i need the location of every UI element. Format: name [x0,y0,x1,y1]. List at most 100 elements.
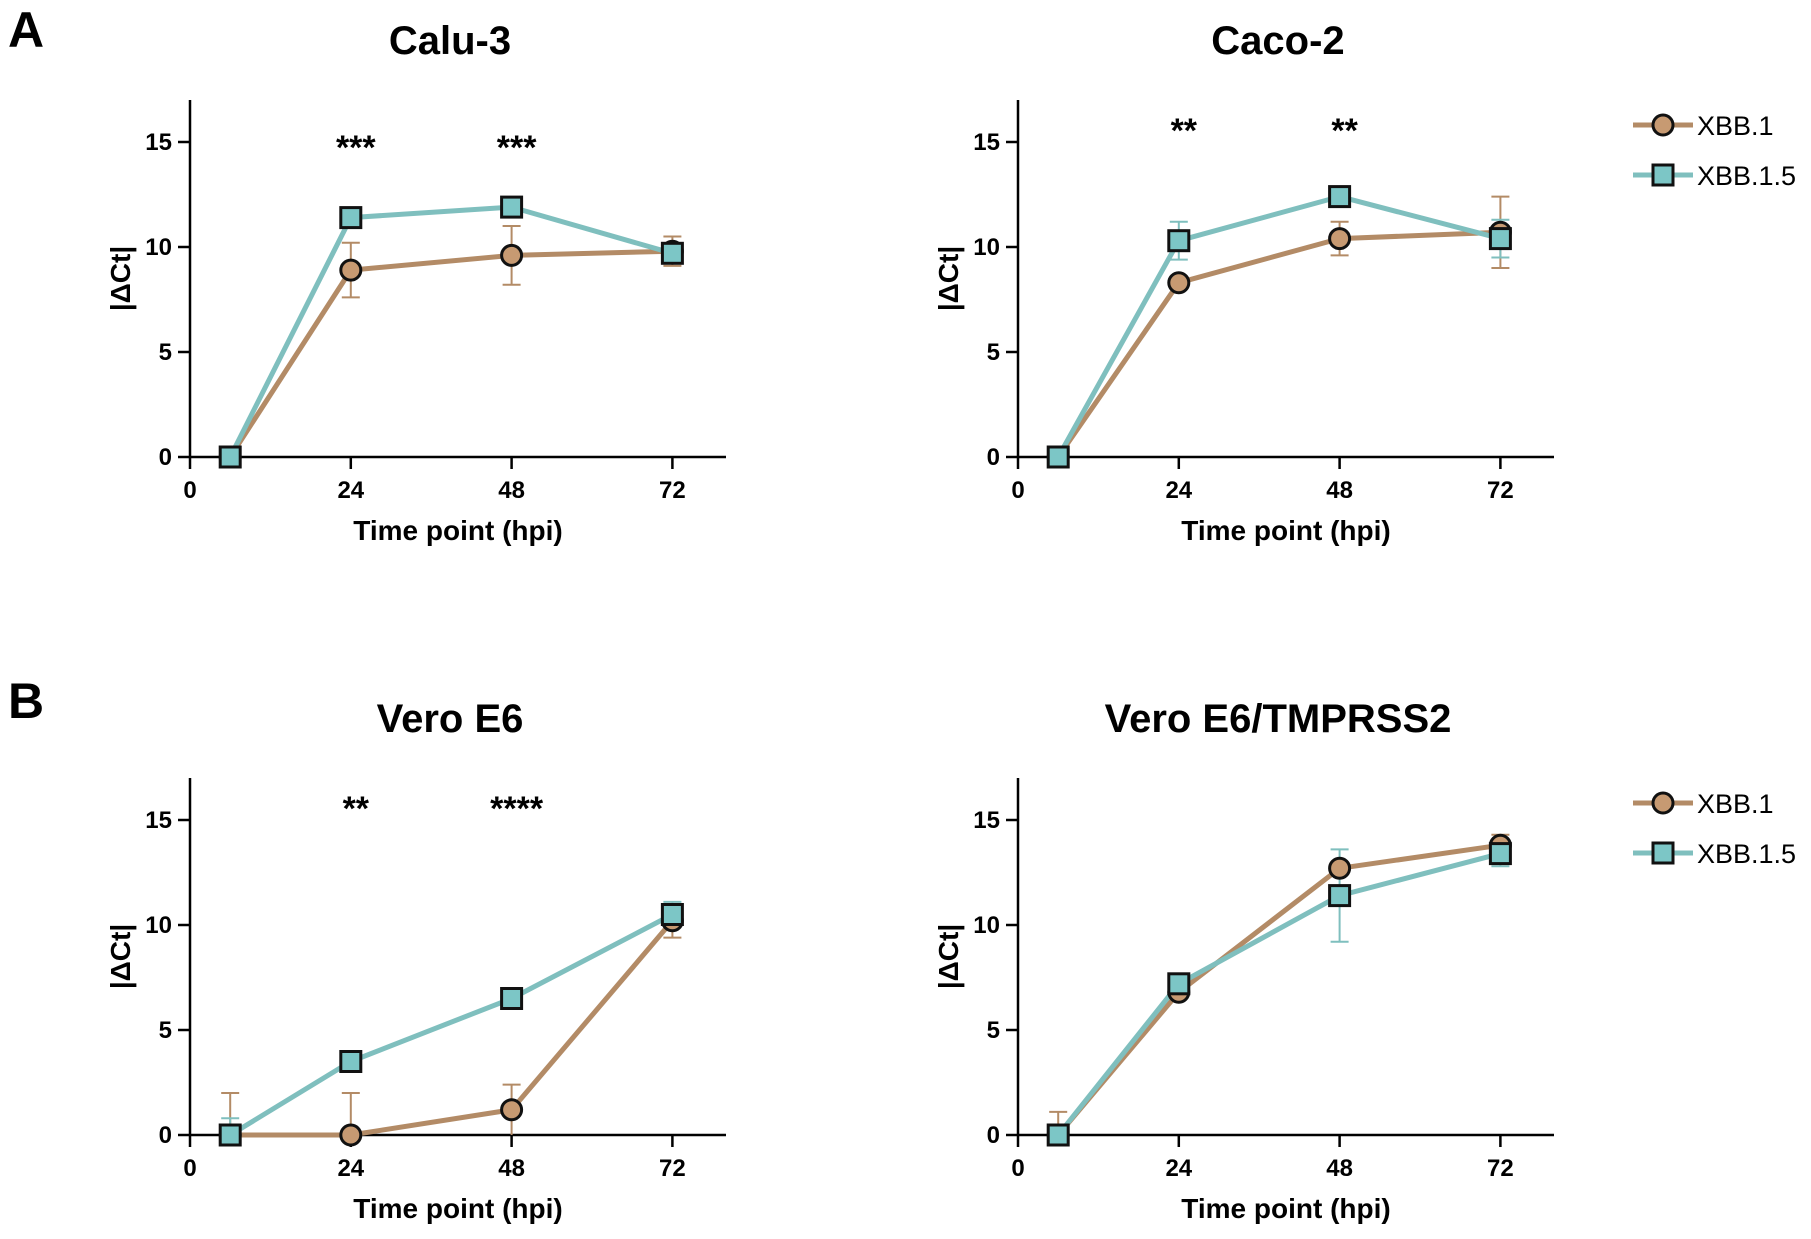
x-tick-label: 24 [337,477,364,504]
y-tick-label: 15 [145,807,172,834]
legend-bottom: XBB.1 XBB.1.5 [1633,789,1796,869]
x-tick-label: 48 [1326,477,1353,504]
x-tick-label: 72 [659,1155,686,1182]
data-point-xbb1 [339,1123,363,1147]
x-axis-title: Time point (hpi) [353,515,562,546]
x-tick-label: 48 [498,477,525,504]
significance-label: ** [1171,112,1198,150]
data-point-xbb15 [660,241,684,265]
x-tick-label: 72 [1487,477,1514,504]
data-point-xbb15 [339,1050,363,1073]
chart-calu3: Calu-3 0 5 10 15 0 24 48 72 Time point (hpi) |ΔCt|… [105,19,726,546]
data-point-xbb1 [1328,227,1352,251]
chart-title: Calu-3 [389,19,511,63]
y-tick-label: 10 [145,234,172,261]
y-tick-label: 15 [145,129,172,156]
x-tick-label: 0 [183,477,196,504]
data-point-xbb15 [218,445,242,469]
data-point-xbb15 [218,1123,242,1147]
data-point-xbb15 [500,987,524,1010]
data-point-xbb15 [339,206,363,230]
data-point-xbb15 [1488,227,1512,251]
x-tick-label: 24 [1165,477,1192,504]
legend-label-xbb1: XBB.1 [1697,111,1774,141]
x-axis-title: Time point (hpi) [1181,515,1390,546]
legend-top: XBB.1 XBB.1.5 [1633,111,1796,191]
data-point-xbb15 [1167,229,1191,253]
chart-vero-e6: Vero E6 0 5 10 15 0 24 48 72 Time point (hpi) |ΔCt… [105,697,726,1224]
x-tick-label: 72 [1487,1155,1514,1182]
data-point-xbb15 [1046,445,1070,469]
series-line-xbb1 [1056,229,1501,459]
panel-letter-b: B [8,673,44,729]
data-point-xbb1 [500,1098,524,1122]
y-axis-title: |ΔCt| [105,924,136,989]
chart-vero-e6-tmprss2: Vero E6/TMPRSS2 0 5 10 15 0 24 48 72 Time point (… [933,697,1554,1224]
data-point-xbb15 [500,195,524,219]
significance-label: ** [1331,112,1358,150]
chart-caco2: Caco-2 0 5 10 15 0 24 48 72 Time point (hpi) |ΔCt|… [933,19,1554,546]
series-line-xbb15 [228,912,674,1138]
series-line-xbb1 [230,919,675,1138]
y-axis-title: |ΔCt| [933,246,964,311]
y-axis-title: |ΔCt| [105,246,136,311]
significance-label: *** [497,129,537,167]
y-tick-label: 10 [973,912,1000,939]
chart-title: Caco-2 [1211,19,1344,63]
legend-square-marker [1651,841,1675,865]
legend-entry-xbb1: XBB.1 [1633,789,1774,819]
series-line-xbb15 [1056,851,1502,1137]
x-tick-label: 48 [498,1155,525,1182]
legend-label-xbb1: XBB.1 [1697,789,1774,819]
legend-label-xbb15: XBB.1.5 [1697,839,1796,869]
y-tick-label: 5 [987,339,1000,366]
panel-letter-a: A [8,2,44,58]
x-tick-label: 24 [1165,1155,1192,1182]
data-point-xbb1 [1167,271,1191,295]
series-line-xbb1 [1056,842,1501,1137]
significance-label: **** [490,790,544,828]
legend-entry-xbb15: XBB.1.5 [1633,839,1796,869]
significance-label: ** [343,790,370,828]
x-axis-title: Time point (hpi) [353,1193,562,1224]
data-point-xbb1 [339,258,363,282]
series-line-xbb15 [1056,194,1502,459]
y-tick-label: 15 [973,129,1000,156]
data-point-xbb15 [1488,842,1512,866]
significance-label: *** [336,129,376,167]
x-tick-label: 0 [1011,477,1024,504]
chart-title: Vero E6 [377,697,524,741]
legend-circle-marker [1651,113,1675,137]
x-tick-label: 72 [659,477,686,504]
y-tick-label: 0 [159,1122,172,1149]
y-tick-label: 10 [145,912,172,939]
x-axis-title: Time point (hpi) [1181,1193,1390,1224]
legend-square-marker [1651,163,1675,187]
data-point-xbb15 [1167,972,1191,996]
data-point-xbb15 [660,903,684,926]
x-tick-label: 24 [337,1155,364,1182]
y-tick-label: 5 [159,1017,172,1044]
series-line-xbb1 [228,248,673,459]
x-tick-label: 48 [1326,1155,1353,1182]
y-tick-label: 15 [973,807,1000,834]
data-point-xbb15 [1328,884,1352,908]
legend-circle-marker [1651,791,1675,815]
y-axis-title: |ΔCt| [933,924,964,989]
legend-entry-xbb1: XBB.1 [1633,111,1774,141]
y-tick-label: 0 [159,444,172,471]
series-line-xbb15 [227,204,674,459]
y-tick-label: 0 [987,444,1000,471]
chart-title: Vero E6/TMPRSS2 [1105,697,1452,741]
x-tick-label: 0 [1011,1155,1024,1182]
data-point-xbb15 [1046,1123,1070,1147]
legend-label-xbb15: XBB.1.5 [1697,161,1796,191]
legend-entry-xbb15: XBB.1.5 [1633,161,1796,191]
y-tick-label: 0 [987,1122,1000,1149]
x-tick-label: 0 [183,1155,196,1182]
y-tick-label: 5 [987,1017,1000,1044]
y-tick-label: 5 [159,339,172,366]
data-point-xbb1 [1328,856,1352,880]
y-tick-label: 10 [973,234,1000,261]
